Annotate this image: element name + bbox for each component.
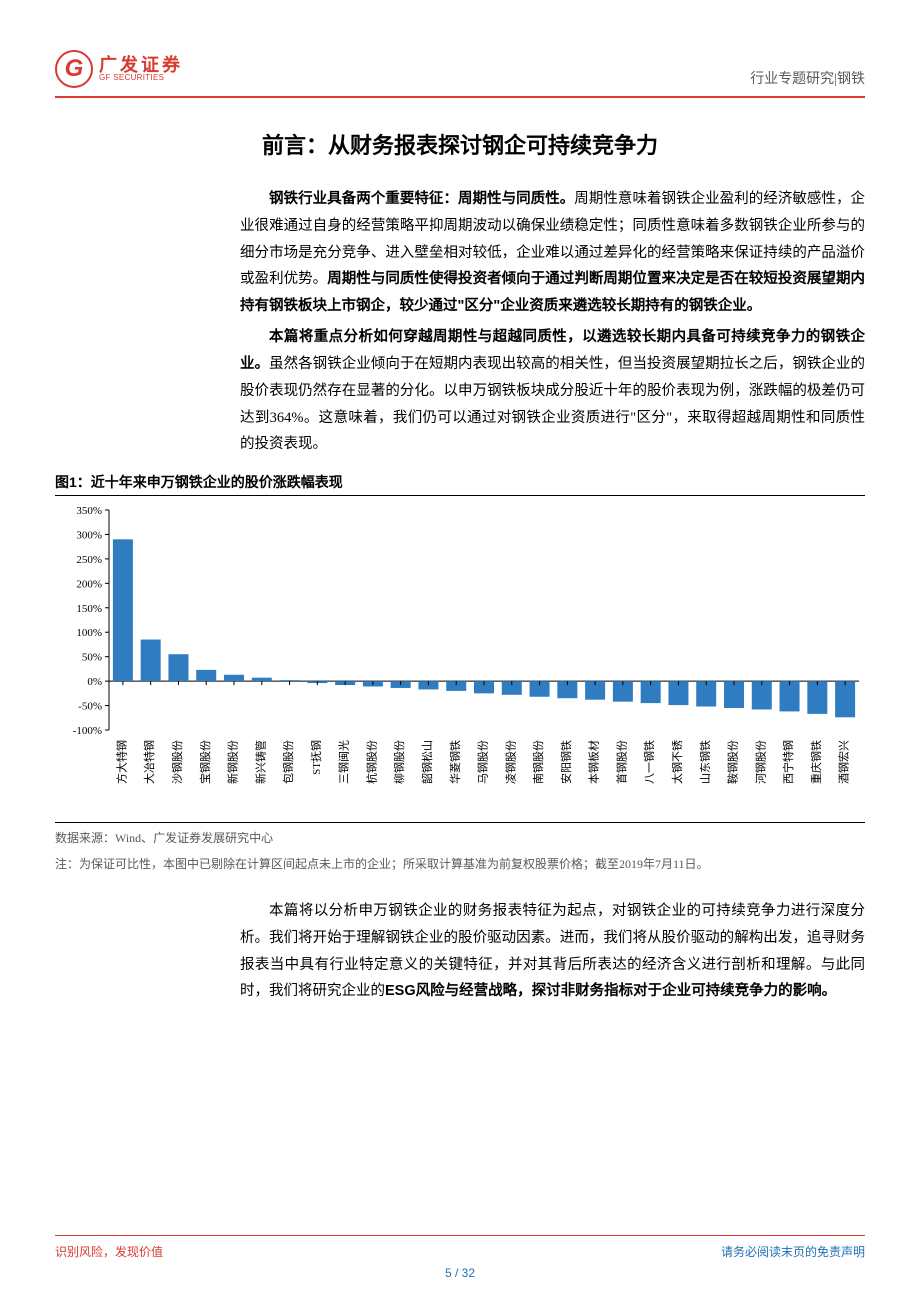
svg-text:300%: 300%: [76, 530, 102, 542]
svg-text:凌钢股份: 凌钢股份: [503, 740, 517, 784]
svg-text:三钢闽光: 三钢闽光: [337, 740, 351, 784]
svg-text:新钢股份: 新钢股份: [226, 740, 240, 784]
svg-text:50%: 50%: [82, 652, 102, 664]
svg-text:宝钢股份: 宝钢股份: [198, 740, 212, 784]
svg-text:酒钢宏兴: 酒钢宏兴: [837, 740, 851, 784]
figure-title: 图1：近十年来申万钢铁企业的股价涨跌幅表现: [55, 472, 865, 496]
svg-text:本钢板材: 本钢板材: [587, 740, 601, 784]
svg-text:柳钢股份: 柳钢股份: [392, 740, 406, 784]
svg-text:-100%: -100%: [73, 725, 102, 737]
section-title: 前言：从财务报表探讨钢企可持续竞争力: [55, 128, 865, 160]
svg-text:-50%: -50%: [78, 701, 102, 713]
svg-text:0%: 0%: [87, 676, 102, 688]
svg-text:安阳钢铁: 安阳钢铁: [559, 740, 573, 784]
svg-text:方大特钢: 方大特钢: [114, 740, 128, 784]
svg-text:包钢股份: 包钢股份: [282, 740, 295, 784]
svg-text:ST抚钢: ST抚钢: [309, 740, 323, 775]
figure-source: 数据来源：Wind、广发证券发展研究中心: [55, 828, 865, 848]
svg-text:新兴铸管: 新兴铸管: [253, 740, 267, 784]
company-logo: G 广发证券 GF SECURITIES: [55, 50, 183, 88]
svg-text:八一钢铁: 八一钢铁: [643, 740, 656, 784]
logo-mark-icon: G: [55, 50, 93, 88]
svg-text:250%: 250%: [76, 554, 102, 566]
svg-text:首钢股份: 首钢股份: [614, 740, 628, 784]
para2-rest: 虽然各钢铁企业倾向于在短期内表现出较高的相关性，但当投资展望期拉长之后，钢铁企业…: [240, 356, 865, 452]
svg-text:沙钢股份: 沙钢股份: [171, 740, 184, 784]
svg-text:大冶特钢: 大冶特钢: [142, 740, 156, 784]
svg-text:太钢不锈: 太钢不锈: [671, 740, 684, 784]
body-paragraph-block-1: 钢铁行业具备两个重要特征：周期性与同质性。周期性意味着钢铁企业盈利的经济敏感性，…: [55, 186, 865, 458]
footer-left-text: 识别风险，发现价值: [55, 1243, 163, 1260]
svg-text:马钢股份: 马钢股份: [477, 740, 490, 784]
logo-cn-text: 广发证券: [99, 56, 183, 74]
svg-text:150%: 150%: [76, 603, 102, 615]
footer-right-text: 请务必阅读末页的免责声明: [721, 1243, 865, 1260]
para3-bold: ESG风险与经营战略，探讨非财务指标对于企业可持续竞争力的影响。: [385, 983, 836, 999]
para1-lead-bold: 钢铁行业具备两个重要特征：周期性与同质性。: [269, 191, 574, 207]
body-paragraph-block-2: 本篇将以分析申万钢铁企业的财务报表特征为起点，对钢铁企业的可持续竞争力进行深度分…: [55, 898, 865, 1005]
bar-chart-container: -100% -50% 0% 50% 100% 150% 200% 250% 300% 350% 方大…: [55, 496, 865, 823]
svg-text:鞍钢股份: 鞍钢股份: [726, 740, 740, 784]
svg-text:200%: 200%: [76, 578, 102, 590]
page-footer: 识别风险，发现价值 请务必阅读末页的免责声明: [55, 1235, 865, 1260]
svg-text:杭钢股份: 杭钢股份: [364, 740, 378, 784]
page-header: G 广发证券 GF SECURITIES 行业专题研究|钢铁: [55, 50, 865, 98]
svg-text:西宁特钢: 西宁特钢: [781, 740, 795, 784]
svg-text:350%: 350%: [76, 505, 102, 517]
svg-text:华菱钢铁: 华菱钢铁: [448, 740, 462, 784]
svg-text:山东钢铁: 山东钢铁: [699, 740, 712, 784]
svg-text:河钢股份: 河钢股份: [754, 740, 767, 784]
header-category: 行业专题研究|钢铁: [750, 68, 865, 88]
svg-text:南钢股份: 南钢股份: [532, 740, 545, 784]
para1-trailing-bold: 周期性与同质性使得投资者倾向于通过判断周期位置来决定是否在较短投资展望期内持有钢…: [240, 271, 865, 314]
svg-text:重庆钢铁: 重庆钢铁: [809, 740, 823, 784]
svg-text:韶钢松山: 韶钢松山: [420, 740, 434, 784]
page-number: 5 / 32: [0, 1266, 920, 1280]
figure-note: 注：为保证可比性，本图中已剔除在计算区间起点未上市的企业；所采取计算基准为前复权…: [55, 854, 865, 874]
svg-text:100%: 100%: [76, 627, 102, 639]
bar-chart-svg: -100% -50% 0% 50% 100% 150% 200% 250% 300% 350% 方大…: [55, 502, 865, 820]
logo-en-text: GF SECURITIES: [99, 74, 183, 82]
